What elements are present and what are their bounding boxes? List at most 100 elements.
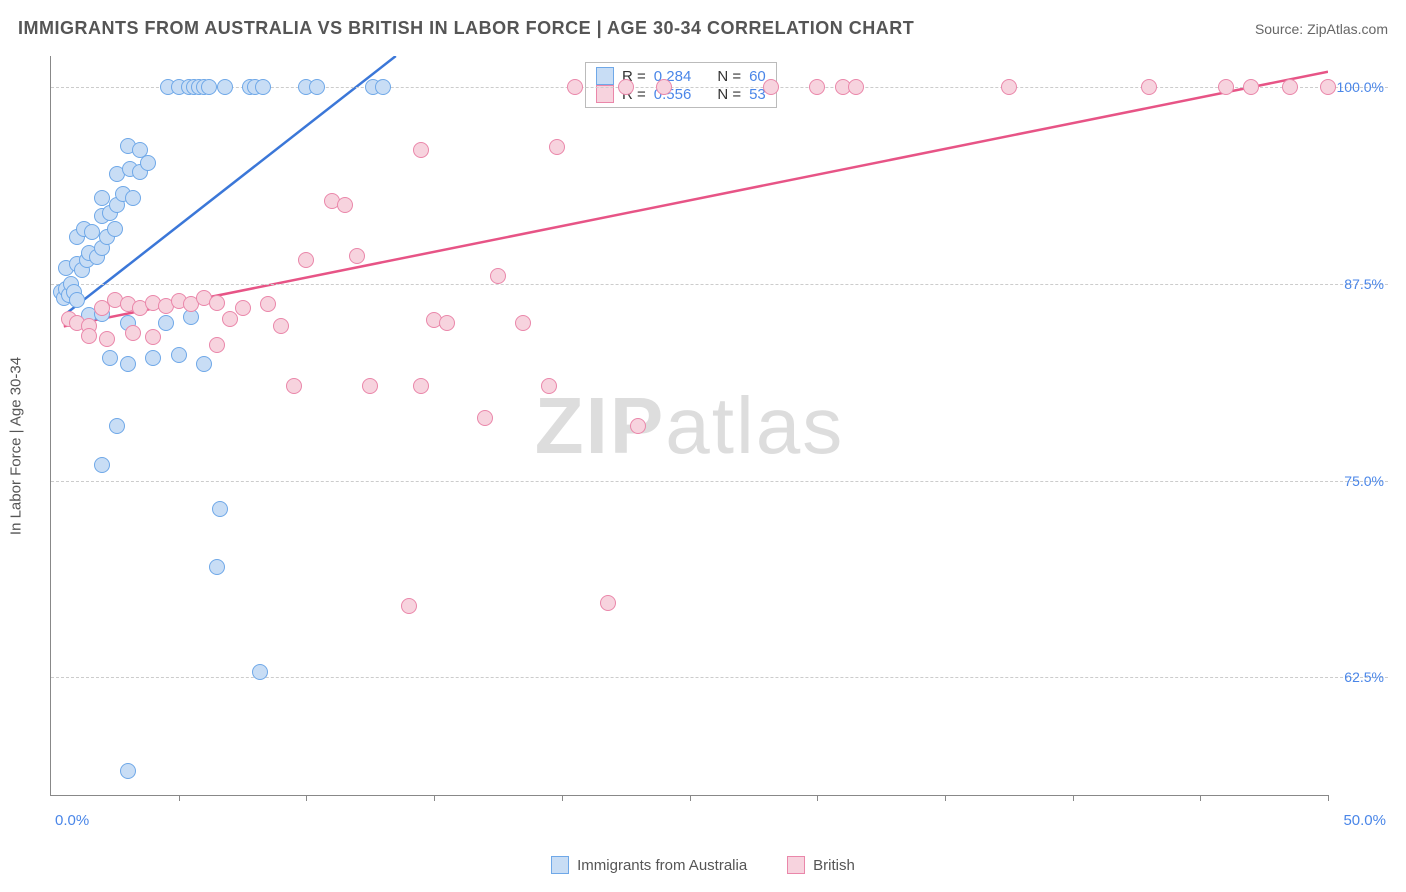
gridline — [51, 677, 1388, 678]
scatter-point — [1320, 79, 1336, 95]
chart-title: IMMIGRANTS FROM AUSTRALIA VS BRITISH IN … — [18, 18, 914, 39]
legend-series-name: British — [813, 857, 855, 874]
scatter-point — [201, 79, 217, 95]
trend-line — [64, 72, 1328, 327]
legend-n-value: 60 — [749, 68, 766, 85]
scatter-point — [413, 378, 429, 394]
scatter-point — [81, 328, 97, 344]
scatter-point — [375, 79, 391, 95]
x-axis-max-label: 50.0% — [1343, 812, 1386, 829]
scatter-point — [209, 337, 225, 353]
scatter-point — [848, 79, 864, 95]
correlation-legend: R = 0.284N = 60R = 0.556N = 53 — [585, 62, 777, 108]
source-attribution: Source: ZipAtlas.com — [1255, 21, 1388, 37]
y-tick-label: 87.5% — [1328, 276, 1384, 292]
scatter-point — [255, 79, 271, 95]
scatter-point — [209, 295, 225, 311]
scatter-point — [158, 315, 174, 331]
x-tick — [690, 795, 691, 801]
scatter-point — [337, 197, 353, 213]
scatter-point — [1218, 79, 1234, 95]
x-tick — [434, 795, 435, 801]
scatter-point — [212, 501, 228, 517]
y-tick-label: 75.0% — [1328, 473, 1384, 489]
scatter-point — [656, 79, 672, 95]
x-tick — [1328, 795, 1329, 801]
watermark: ZIPatlas — [535, 380, 844, 472]
scatter-point — [222, 311, 238, 327]
trend-line — [64, 56, 396, 315]
scatter-plot: ZIPatlas R = 0.284N = 60R = 0.556N = 53 … — [50, 56, 1328, 796]
scatter-point — [260, 296, 276, 312]
scatter-point — [630, 418, 646, 434]
y-tick-label: 62.5% — [1328, 669, 1384, 685]
scatter-point — [120, 356, 136, 372]
y-axis-label: In Labor Force | Age 30-34 — [8, 357, 25, 535]
scatter-point — [145, 329, 161, 345]
scatter-point — [1243, 79, 1259, 95]
scatter-point — [171, 347, 187, 363]
scatter-point — [1141, 79, 1157, 95]
scatter-point — [1001, 79, 1017, 95]
scatter-point — [515, 315, 531, 331]
source-name: ZipAtlas.com — [1307, 21, 1388, 37]
scatter-point — [349, 248, 365, 264]
scatter-point — [439, 315, 455, 331]
scatter-point — [618, 79, 634, 95]
x-tick — [1073, 795, 1074, 801]
x-tick — [945, 795, 946, 801]
scatter-point — [235, 300, 251, 316]
scatter-point — [252, 664, 268, 680]
scatter-point — [145, 350, 161, 366]
x-tick — [306, 795, 307, 801]
scatter-point — [69, 292, 85, 308]
scatter-point — [477, 410, 493, 426]
scatter-point — [401, 598, 417, 614]
scatter-point — [120, 763, 136, 779]
scatter-point — [362, 378, 378, 394]
legend-item: Immigrants from Australia — [551, 856, 747, 874]
legend-n-label: N = — [717, 68, 741, 85]
scatter-point — [125, 190, 141, 206]
scatter-point — [209, 559, 225, 575]
series-legend: Immigrants from Australia British — [0, 856, 1406, 874]
legend-swatch — [596, 67, 614, 85]
scatter-point — [102, 350, 118, 366]
legend-series-name: Immigrants from Australia — [577, 857, 747, 874]
scatter-point — [286, 378, 302, 394]
gridline — [51, 284, 1388, 285]
scatter-point — [107, 221, 123, 237]
scatter-point — [99, 331, 115, 347]
x-tick — [1200, 795, 1201, 801]
x-tick — [817, 795, 818, 801]
source-prefix: Source: — [1255, 21, 1307, 37]
scatter-point — [109, 418, 125, 434]
scatter-point — [763, 79, 779, 95]
scatter-point — [809, 79, 825, 95]
scatter-point — [413, 142, 429, 158]
x-tick — [562, 795, 563, 801]
gridline — [51, 481, 1388, 482]
x-tick — [179, 795, 180, 801]
scatter-point — [84, 224, 100, 240]
scatter-point — [541, 378, 557, 394]
scatter-point — [1282, 79, 1298, 95]
legend-swatch — [787, 856, 805, 874]
scatter-point — [94, 190, 110, 206]
scatter-point — [490, 268, 506, 284]
scatter-point — [549, 139, 565, 155]
y-tick-label: 100.0% — [1328, 79, 1384, 95]
scatter-point — [600, 595, 616, 611]
legend-swatch — [551, 856, 569, 874]
scatter-point — [125, 325, 141, 341]
scatter-point — [132, 142, 148, 158]
scatter-point — [298, 252, 314, 268]
watermark-light: atlas — [665, 381, 844, 470]
scatter-point — [273, 318, 289, 334]
x-axis-min-label: 0.0% — [55, 812, 89, 829]
scatter-point — [309, 79, 325, 95]
scatter-point — [567, 79, 583, 95]
legend-item: British — [787, 856, 855, 874]
plot-wrap: In Labor Force | Age 30-34 ZIPatlas R = … — [50, 56, 1388, 836]
title-row: IMMIGRANTS FROM AUSTRALIA VS BRITISH IN … — [18, 18, 1388, 39]
